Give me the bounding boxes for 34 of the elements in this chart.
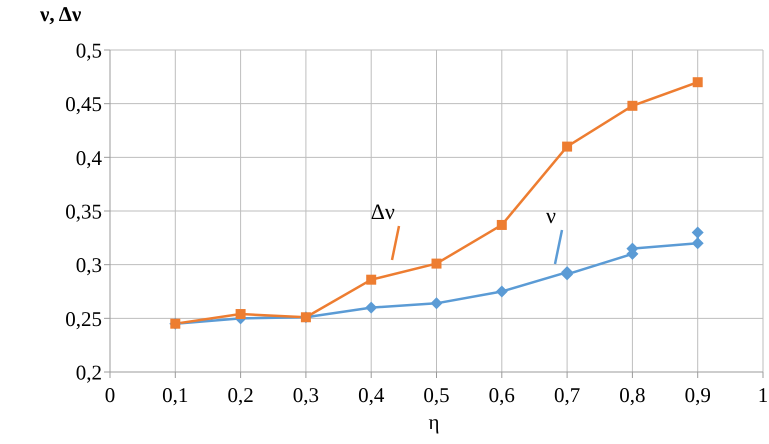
y-tick-label: 0,3 bbox=[76, 253, 102, 278]
x-tick-label: 0,2 bbox=[227, 383, 254, 407]
y-tick-label: 0,25 bbox=[65, 306, 102, 331]
y-tick-label: 0,35 bbox=[65, 199, 102, 224]
y-axis-title: ν, Δν bbox=[40, 2, 82, 27]
x-tick-label: 0,1 bbox=[162, 383, 188, 407]
annotation: Δν bbox=[370, 199, 395, 226]
point bbox=[562, 142, 572, 152]
x-tick-label: 0,6 bbox=[488, 383, 515, 407]
x-tick-label: 0,5 bbox=[423, 383, 450, 407]
x-tick-label: 1 bbox=[758, 383, 768, 407]
point bbox=[692, 226, 704, 238]
point bbox=[692, 77, 703, 88]
x-tick-label: 0,8 bbox=[619, 383, 646, 407]
x-tick-label: 0,4 bbox=[358, 383, 385, 407]
y-tick-label: 0,2 bbox=[76, 360, 102, 384]
y-tick-label: 0,5 bbox=[76, 38, 102, 62]
x-tick-label: 0,7 bbox=[554, 383, 580, 407]
point bbox=[496, 220, 507, 230]
y-tick-label: 0,4 bbox=[76, 146, 102, 170]
x-axis-title: η bbox=[428, 410, 440, 435]
point bbox=[627, 100, 638, 111]
point bbox=[366, 274, 376, 285]
x-tick-label: 0 bbox=[104, 383, 116, 407]
point bbox=[365, 302, 378, 314]
annotation: ν bbox=[546, 202, 556, 229]
point bbox=[432, 258, 442, 269]
point bbox=[496, 286, 508, 298]
x-tick-label: 0,3 bbox=[292, 383, 320, 407]
point bbox=[236, 309, 246, 320]
y-tick-label: 0,45 bbox=[65, 92, 102, 116]
x-tick-label: 0,9 bbox=[684, 383, 711, 407]
point bbox=[430, 297, 442, 310]
point bbox=[692, 237, 704, 250]
